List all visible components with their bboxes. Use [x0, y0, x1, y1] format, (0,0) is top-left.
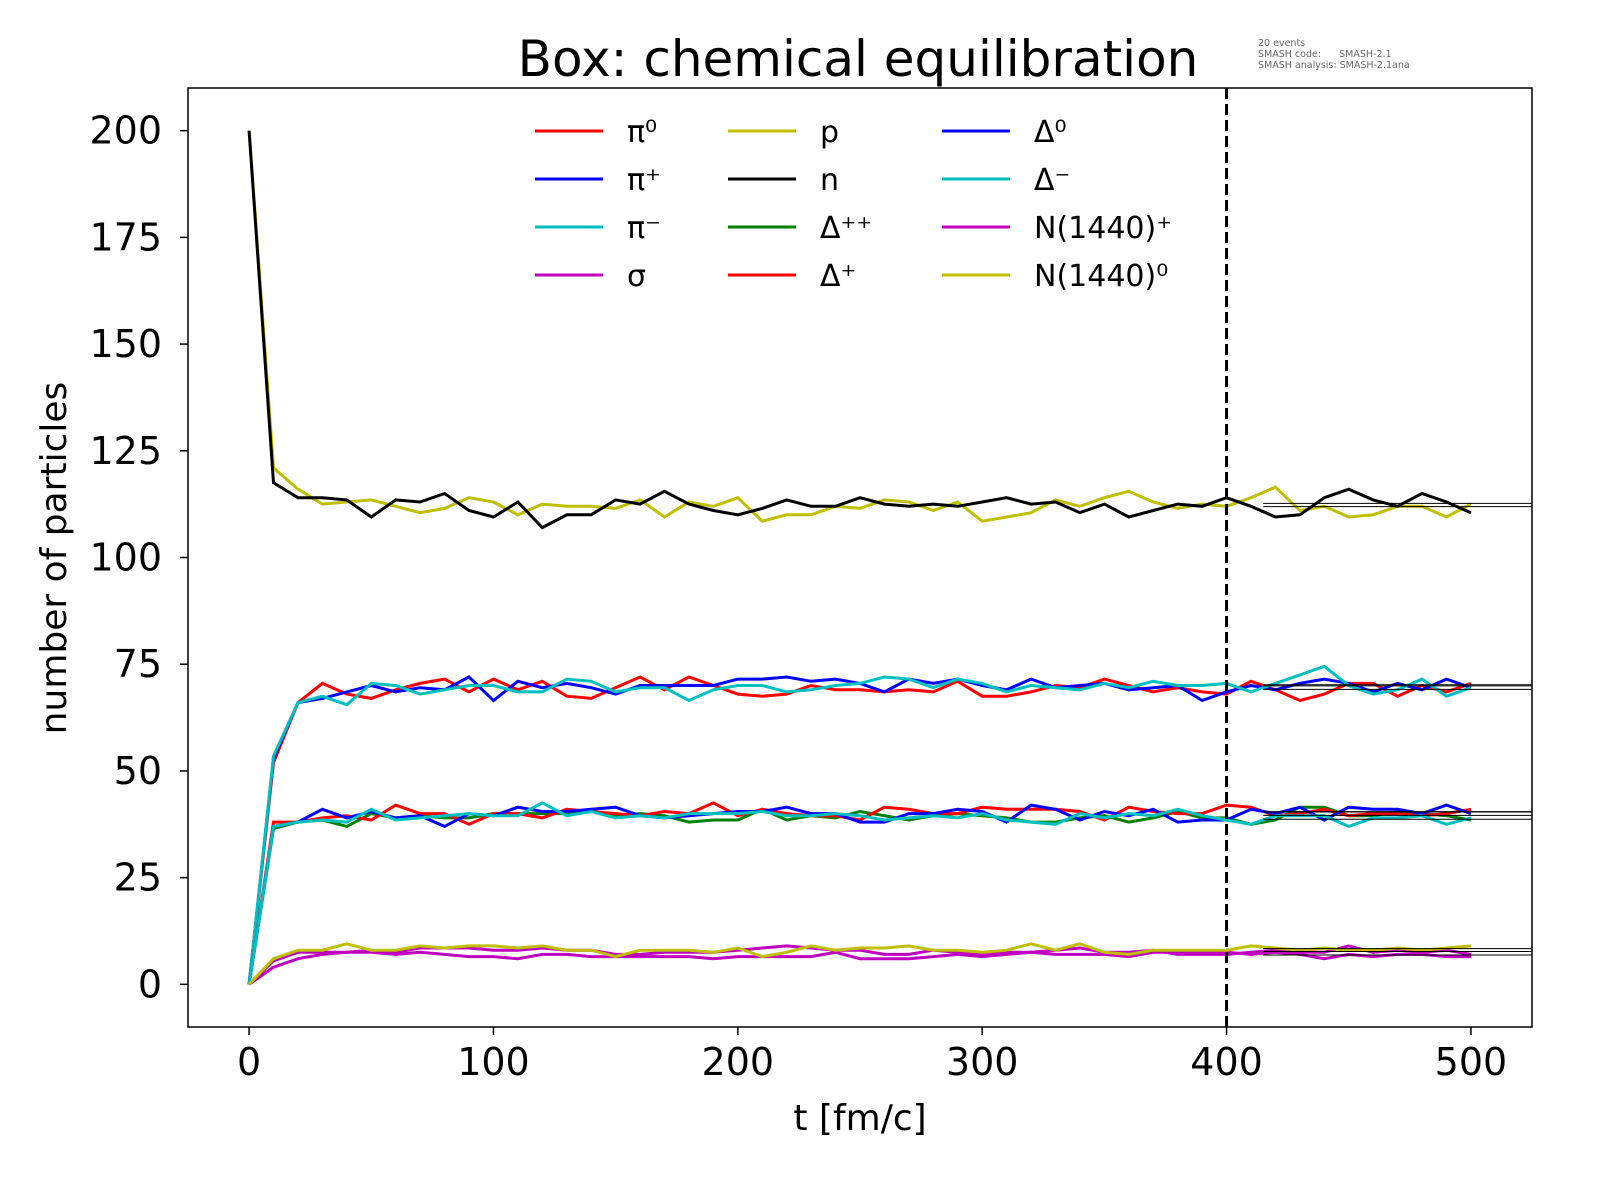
series-line-5 [247, 130, 1472, 530]
y-tick-label: 75 [114, 642, 162, 686]
annotation: 20 events SMASH code: SMASH-2.1 SMASH an… [1258, 38, 1410, 71]
legend-label: σ [627, 259, 646, 294]
x-tick-label: 200 [702, 1040, 775, 1084]
legend-label: π⁺ [627, 163, 661, 198]
legend-item: σ [535, 259, 646, 294]
series-line-7 [247, 801, 1472, 985]
legend-item: n [728, 163, 839, 198]
series-line-4 [247, 130, 1472, 523]
y-tick-label: 150 [89, 322, 162, 366]
x-tick-label: 0 [237, 1040, 261, 1084]
legend-label: Δ⁺⁺ [820, 211, 872, 246]
legend-item: Δ⁻ [942, 163, 1070, 198]
x-tick-label: 400 [1190, 1040, 1263, 1084]
legend-label: n [820, 163, 839, 198]
series-line-2 [247, 664, 1472, 985]
series-line-0 [247, 675, 1472, 985]
legend-item: π⁺ [535, 163, 661, 198]
chart-title: Box: chemical equilibration [518, 30, 1199, 88]
series-line-3 [248, 950, 1471, 986]
annotation-events: 20 events [1258, 38, 1305, 49]
x-tick-label: 300 [946, 1040, 1019, 1084]
x-tick-label: 100 [457, 1040, 530, 1084]
legend-item: N(1440)⁺ [942, 211, 1172, 246]
y-tick-label: 125 [89, 429, 162, 473]
y-tick-label: 200 [89, 109, 162, 153]
legend-label: p [820, 115, 839, 150]
x-axis-label: t [fm/c] [793, 1098, 926, 1139]
legend-label: Δ⁻ [1034, 163, 1070, 198]
legend-label: Δ⁰ [1034, 115, 1067, 150]
legend-label: N(1440)⁰ [1034, 259, 1168, 294]
annotation-code: SMASH code: SMASH-2.1 [1258, 49, 1392, 60]
legend-label: N(1440)⁺ [1034, 211, 1172, 246]
legend-item: π⁰ [535, 115, 657, 150]
legend-label: π⁻ [627, 211, 661, 246]
y-tick-label: 175 [89, 215, 162, 259]
legend-label: Δ⁺ [820, 259, 856, 294]
legend-item: Δ⁺ [728, 259, 856, 294]
y-tick-label: 0 [138, 962, 162, 1006]
y-tick-label: 50 [114, 749, 162, 793]
legend-item: N(1440)⁰ [942, 259, 1168, 294]
y-tick-label: 25 [114, 856, 162, 900]
legend-item: Δ⁰ [942, 115, 1067, 150]
y-tick-label: 100 [89, 536, 162, 580]
legend-label: π⁰ [627, 115, 657, 150]
x-tick-label: 500 [1435, 1040, 1508, 1084]
series-line-1 [247, 675, 1472, 985]
series-group [247, 88, 1532, 1027]
series-line-11 [248, 942, 1472, 986]
legend-item: p [728, 115, 839, 150]
legend-item: Δ⁺⁺ [728, 211, 872, 246]
y-axis-label: number of particles [34, 382, 75, 735]
series-line-9 [247, 801, 1472, 985]
legend-item: π⁻ [535, 211, 661, 246]
annotation-analysis: SMASH analysis: SMASH-2.1ana [1258, 60, 1410, 71]
